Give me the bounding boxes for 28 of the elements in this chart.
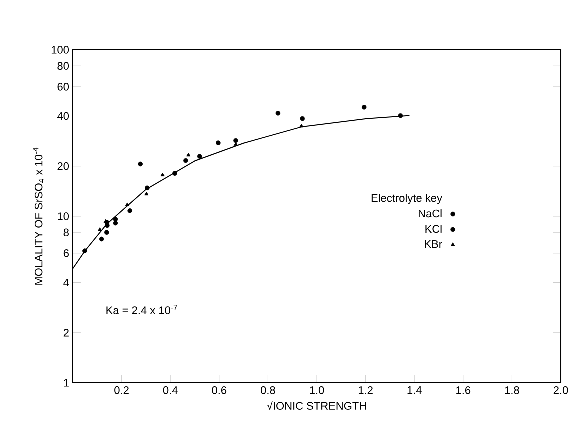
annotation: Ka = 2.4 x 10$^{-7}$: [106, 305, 178, 314]
y-tick-label: 1: [64, 379, 69, 387]
x-tick-label: 0.8: [260, 386, 276, 394]
x-axis-title: √IONIC STRENGTH: [267, 401, 366, 410]
x-tick-label: 0.6: [212, 386, 227, 394]
legend-title: Electrolyte key: [372, 194, 442, 204]
y-tick-label: 100: [52, 46, 70, 54]
x-tick-label: 1.2: [358, 386, 373, 394]
y-tick-label: 2: [64, 329, 69, 337]
x-tick-label: 0.2: [114, 386, 129, 394]
y-tick-label: 60: [58, 83, 70, 91]
y-tick-label: 8: [64, 228, 69, 237]
x-tick-label: 1.6: [456, 386, 471, 394]
y-tick-label: 6: [64, 250, 69, 258]
x-tick-label: 1.0: [310, 386, 324, 394]
y-tick-label: 4: [64, 278, 70, 287]
y-tick-label: 80: [58, 62, 70, 70]
y-axis-title: MOLALITY OF SrSO$_{4}$ x 10$^{-4}$: [33, 148, 44, 285]
legend-label: KCl: [426, 225, 442, 234]
x-tick-label: 0.4: [163, 386, 178, 394]
x-tick-label: 1.4: [408, 386, 422, 394]
x-tick-label: 1.8: [505, 386, 520, 394]
y-tick-label: 40: [57, 112, 70, 120]
y-tick-label: 20: [58, 162, 70, 170]
x-tick-label: 2.0: [554, 386, 568, 394]
legend-label: KBr: [425, 240, 442, 248]
legend-label: NaCl: [418, 210, 442, 218]
y-tick-label: 10: [58, 212, 70, 220]
